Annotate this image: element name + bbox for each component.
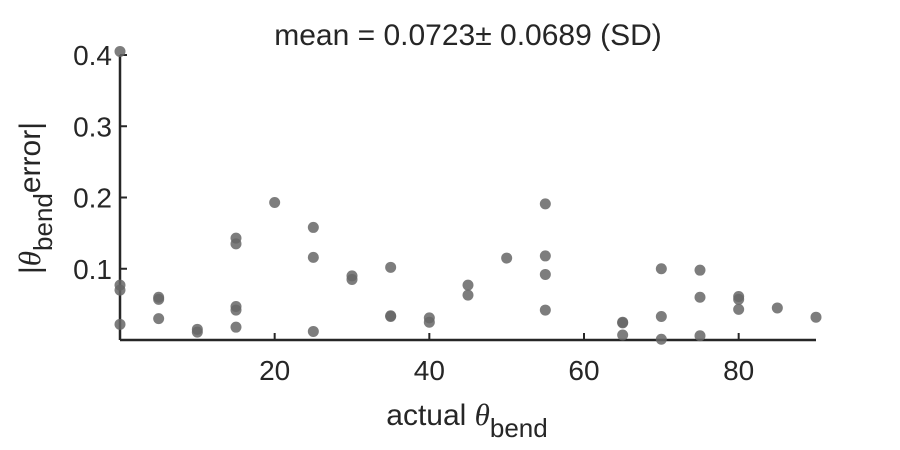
data-point bbox=[694, 291, 706, 303]
y-tick-label: 0.1 bbox=[73, 254, 112, 285]
data-point bbox=[655, 333, 667, 345]
data-points bbox=[114, 45, 822, 345]
y-axis-label-prefix: | bbox=[14, 266, 47, 274]
y-axis-label-symbol: θ bbox=[12, 251, 47, 266]
data-point bbox=[462, 279, 474, 291]
y-tick-label: 0.4 bbox=[73, 40, 112, 71]
data-point bbox=[462, 289, 474, 301]
data-point bbox=[114, 318, 126, 330]
x-axis-label-subscript: bend bbox=[490, 413, 548, 443]
data-point bbox=[733, 303, 745, 315]
y-axis-label-subscript: bend bbox=[28, 193, 58, 251]
y-tick-label: 0.3 bbox=[73, 111, 112, 142]
x-tick-label: 40 bbox=[414, 355, 445, 386]
data-point bbox=[655, 263, 667, 275]
data-point bbox=[539, 198, 551, 210]
x-tick-label: 80 bbox=[723, 355, 754, 386]
data-point bbox=[694, 264, 706, 276]
data-point bbox=[539, 304, 551, 316]
data-point bbox=[539, 268, 551, 280]
data-point bbox=[114, 284, 126, 296]
data-point bbox=[617, 329, 629, 341]
y-axis-label-suffix: error| bbox=[14, 122, 47, 193]
data-point bbox=[617, 317, 629, 329]
x-axis-label-symbol: θ bbox=[475, 397, 490, 432]
data-point bbox=[385, 310, 397, 322]
data-point bbox=[385, 261, 397, 273]
data-point bbox=[114, 45, 126, 57]
x-tick-label: 20 bbox=[259, 355, 290, 386]
data-point bbox=[655, 310, 667, 322]
data-point bbox=[269, 196, 281, 208]
data-point bbox=[771, 302, 783, 314]
data-point bbox=[153, 313, 165, 325]
x-axis-ticks: 20 40 60 80 bbox=[259, 333, 754, 386]
data-point bbox=[307, 221, 319, 233]
data-point bbox=[191, 326, 203, 338]
x-axis-label: actual θbend bbox=[386, 397, 547, 443]
x-axis-label-prefix: actual bbox=[386, 399, 474, 432]
data-point bbox=[307, 325, 319, 337]
data-point bbox=[346, 273, 358, 285]
y-axis-ticks: 0.1 0.2 0.3 0.4 bbox=[73, 40, 127, 285]
data-point bbox=[230, 304, 242, 316]
data-point bbox=[230, 238, 242, 250]
y-tick-label: 0.2 bbox=[73, 183, 112, 214]
chart-title: mean = 0.0723± 0.0689 (SD) bbox=[274, 19, 662, 52]
data-point bbox=[694, 330, 706, 342]
data-point bbox=[810, 311, 822, 323]
data-point bbox=[539, 250, 551, 262]
data-point bbox=[501, 252, 513, 264]
data-point bbox=[307, 251, 319, 263]
y-axis-label: |θbenderror| bbox=[12, 122, 58, 274]
x-tick-label: 60 bbox=[568, 355, 599, 386]
data-point bbox=[153, 293, 165, 305]
data-point bbox=[423, 316, 435, 328]
data-point bbox=[230, 321, 242, 333]
data-point bbox=[733, 293, 745, 305]
